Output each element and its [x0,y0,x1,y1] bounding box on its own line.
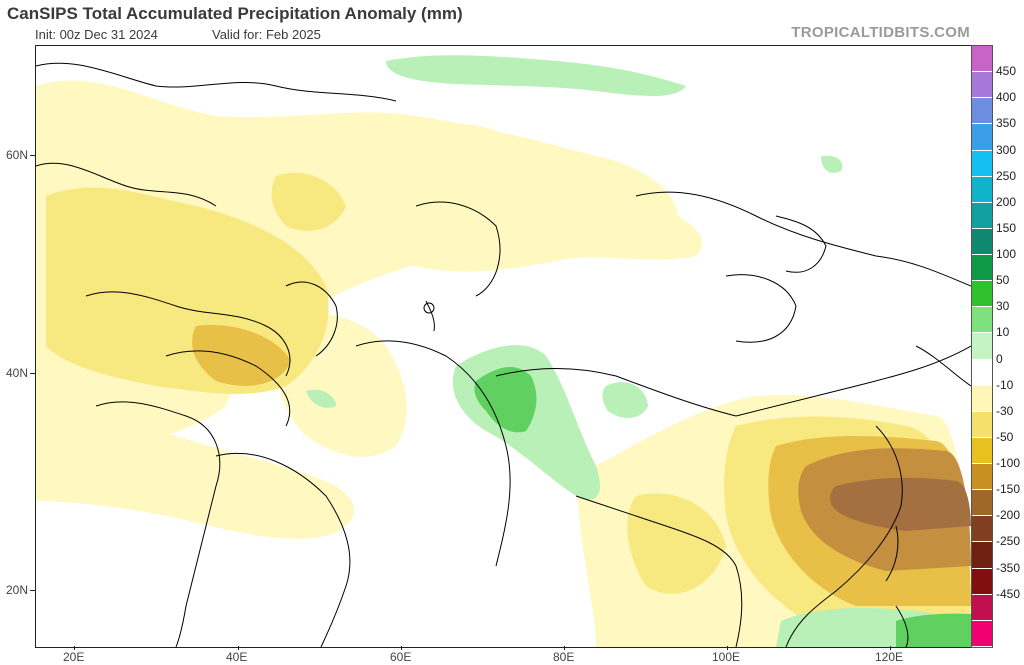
colorbar-segment [972,516,992,543]
colorbar-label: 350 [996,116,1017,131]
colorbar-segment [972,307,992,334]
colorbar-label: 100 [996,247,1017,262]
colorbar-label: 50 [996,273,1010,288]
anomaly-dark-brown [830,477,971,531]
colorbar-label: -50 [996,429,1014,444]
colorbar-segment [972,46,992,73]
colorbar-segment [972,333,992,360]
lon-tick [727,646,728,650]
anomaly-green [474,366,971,647]
colorbar-segment [972,490,992,517]
brand-watermark: TROPICALTIDBITS.COM [791,24,970,41]
colorbar-label: 250 [996,168,1017,183]
colorbar-label: 450 [996,64,1017,79]
colorbar-label: -200 [996,508,1021,523]
lat-tick [30,373,35,374]
lat-tick [30,155,35,156]
coastlines [36,62,971,647]
colorbar-label: -250 [996,534,1021,549]
colorbar-segment [972,568,992,595]
lon-label-40e: 40E [226,650,248,664]
colorbar-segment [972,411,992,438]
colorbar-segment [972,98,992,125]
colorbar-segment [972,385,992,412]
lon-label-80e: 80E [553,650,575,664]
colorbar-label: -10 [996,377,1014,392]
colorbar-segment [972,594,992,621]
lon-tick [564,646,565,650]
colorbar-segment [972,359,992,386]
colorbar-label: -450 [996,586,1021,601]
colorbar-segment [972,281,992,308]
lon-tick [401,646,402,650]
colorbar-label: 200 [996,194,1017,209]
colorbar-segment [972,124,992,151]
lon-tick [890,646,891,650]
colorbar-segment [972,620,992,647]
colorbar-segment [972,437,992,465]
colorbar-segment [972,228,992,256]
colorbar-label: 30 [996,299,1010,314]
map-title: CanSIPS Total Accumulated Precipitation … [7,4,463,23]
colorbar-segment [972,542,992,569]
colorbar-label: -150 [996,482,1021,497]
lat-label-40n: 40N [6,366,29,380]
lon-label-120e: 120E [875,650,904,664]
colorbar [971,45,993,648]
colorbar-label: 150 [996,220,1017,235]
colorbar-label: 300 [996,142,1017,157]
colorbar-label: 400 [996,90,1017,105]
colorbar-segment [972,72,992,99]
lake-marker [423,302,435,314]
colorbar-label: 10 [996,325,1010,340]
map-canvas [36,55,971,647]
colorbar-segment [972,255,992,282]
colorbar-segment [972,150,992,177]
lat-label-20n: 20N [6,583,29,597]
lon-label-60e: 60E [390,650,412,664]
valid-time: Valid for: Feb 2025 [212,27,321,42]
colorbar-label: -350 [996,560,1021,575]
colorbar-label: -100 [996,456,1021,471]
lon-label-20e: 20E [63,650,85,664]
lat-tick [30,590,35,591]
lon-label-100e: 100E [712,650,741,664]
colorbar-segment [972,464,992,491]
precipitation-anomaly-map [35,45,972,648]
lon-tick [74,646,75,650]
lat-label-60n: 60N [6,148,29,162]
colorbar-segment [972,176,992,203]
init-time: Init: 00z Dec 31 2024 [35,27,158,42]
colorbar-label: -30 [996,403,1014,418]
colorbar-segment [972,202,992,229]
colorbar-label: 0 [996,351,1003,366]
lon-tick [238,646,239,650]
